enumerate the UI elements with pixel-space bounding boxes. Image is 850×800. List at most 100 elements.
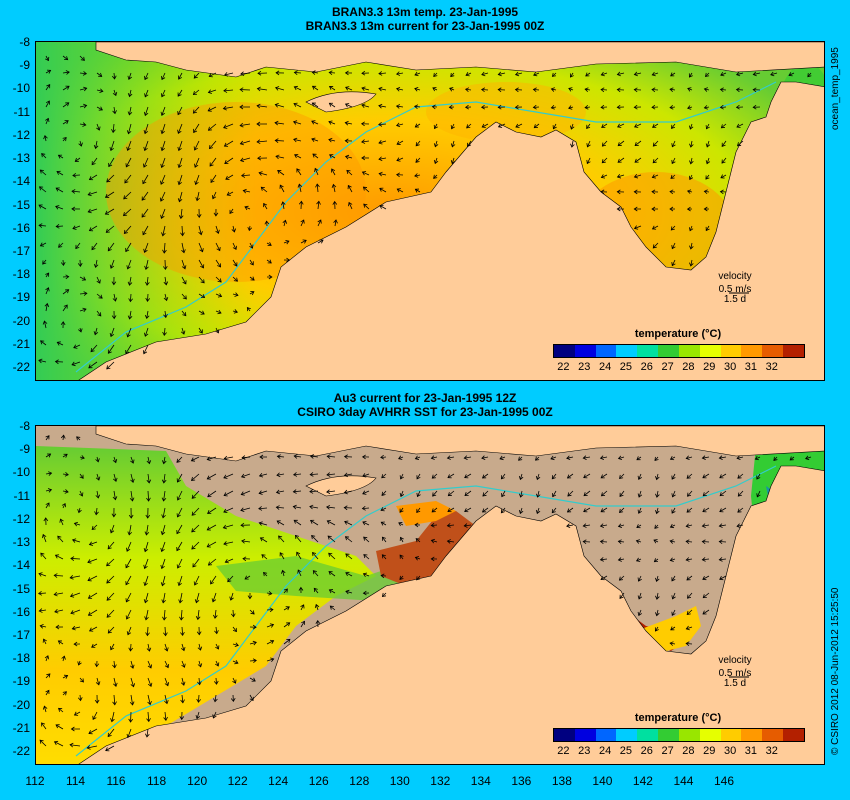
top-current-arrowhead [671,159,676,165]
bottom-current-arrowhead [40,552,45,557]
top-current-arrow [106,225,115,233]
bottom-current-arrow [600,507,608,513]
bottom-current-arrow [670,558,676,561]
top-current-arrow [293,121,302,125]
bottom-colorbar-tick: 30 [723,745,737,757]
top-current-arrow [90,344,98,352]
top-current-arrowhead [83,291,88,296]
bottom-current-arrowhead [582,539,587,545]
top-current-arrowhead [689,262,694,267]
top-current-arrow [652,242,659,249]
bottom-current-arrow [198,643,201,651]
top-current-arrow [434,140,438,147]
top-current-arrow [690,259,693,267]
top-current-arrowhead [163,281,169,286]
lon-tick: 134 [470,774,491,788]
bottom-current-arrow [326,473,336,476]
top-current-arrow [125,157,132,168]
top-current-arrowhead [584,87,589,92]
bottom-current-arrow [225,558,234,563]
bottom-current-arrow [147,643,150,652]
top-current-arrow [161,140,166,151]
bottom-colorbar-tick: 22 [557,745,570,757]
top-current-arrowhead [143,248,148,254]
top-colorbar-tick: 28 [682,361,695,373]
bottom-current-arrowhead [125,564,130,569]
bottom-current-arrow [382,554,387,560]
top-current-arrowhead [467,142,471,148]
top-current-arrow [41,153,47,159]
top-current-arrowhead [223,72,229,77]
bottom-current-arrow [79,694,81,701]
bottom-current-arrowhead [240,507,245,512]
bottom-lat-tick: -19 [12,674,30,689]
bottom-current-arrowhead [655,612,660,617]
bottom-current-arrowhead [143,548,149,553]
bottom-current-arrow [127,626,132,635]
bottom-current-arrow [177,473,183,483]
bottom-current-arrowhead [232,679,237,684]
top-current-arrowhead [671,245,676,250]
bottom-current-arrow [399,575,404,580]
top-current-arrow [108,344,115,354]
bottom-current-arrow [91,524,98,530]
top-current-arrowhead [142,231,147,236]
bottom-current-arrowhead [414,455,420,460]
top-current-arrow [434,157,438,164]
top-current-arrowhead [39,242,45,247]
top-colorbar-title: temperature (°C) [634,328,722,340]
bottom-current-arrowhead [106,596,111,601]
top-current-arrow [788,72,795,76]
top-current-arrowhead [378,140,383,145]
top-current-arrowhead [57,154,63,159]
top-current-arrowhead [163,296,169,302]
top-current-arrow [209,72,217,77]
bottom-current-arrow [107,626,115,634]
bottom-current-arrow [230,592,234,601]
top-current-arrow [345,86,353,91]
bottom-current-arrowhead [566,455,571,461]
top-lat-tick: -22 [12,360,30,374]
bottom-lat-tick: -12 [12,511,30,526]
top-current-arrowhead [192,91,198,96]
bottom-current-arrowhead [617,539,622,544]
top-current-arrowhead [143,332,149,337]
bottom-current-arrowhead [326,520,331,525]
top-current-arrowhead [143,111,149,117]
top-current-arrow [194,157,200,168]
top-current-arrowhead [71,206,76,212]
top-current-arrowhead [449,87,454,92]
top-current-arrow [79,55,85,61]
bottom-current-arrow [110,643,115,650]
bottom-map-panel: velocity 0.5 m/s 1.5 d temperature (°C) … [35,425,825,765]
top-current-arrowhead [264,220,270,225]
bottom-current-arrowhead [600,492,606,497]
bottom-current-arrow [702,507,710,513]
top-current-arrow [296,168,302,176]
bottom-current-arrowhead [344,536,350,541]
bottom-current-arrowhead [53,591,58,597]
top-current-arrowhead [80,56,85,61]
top-current-arrowhead [145,297,151,302]
bottom-current-arrowhead [293,472,298,477]
lon-tick: 118 [147,774,167,788]
top-current-arrow [232,242,237,250]
top-current-arrow [720,89,727,91]
top-current-arrow [258,172,268,176]
top-current-arrowhead [106,178,111,183]
bottom-current-arrowhead [196,698,201,703]
top-current-arrowhead [328,86,334,90]
bottom-current-arrow [501,507,506,514]
bottom-current-arrowhead [61,502,67,508]
top-current-arrow [177,89,183,97]
top-current-arrow [96,89,103,92]
bottom-current-arrowhead [300,604,305,609]
top-current-arrow [346,170,353,176]
top-current-arrowhead [600,71,605,77]
top-current-arrowhead [195,197,200,202]
top-current-arrow [634,123,642,128]
bottom-current-arrowhead [88,541,94,546]
bottom-current-arrowhead [176,513,181,518]
bottom-current-arrow [756,490,761,497]
bottom-current-arrow [670,524,676,528]
